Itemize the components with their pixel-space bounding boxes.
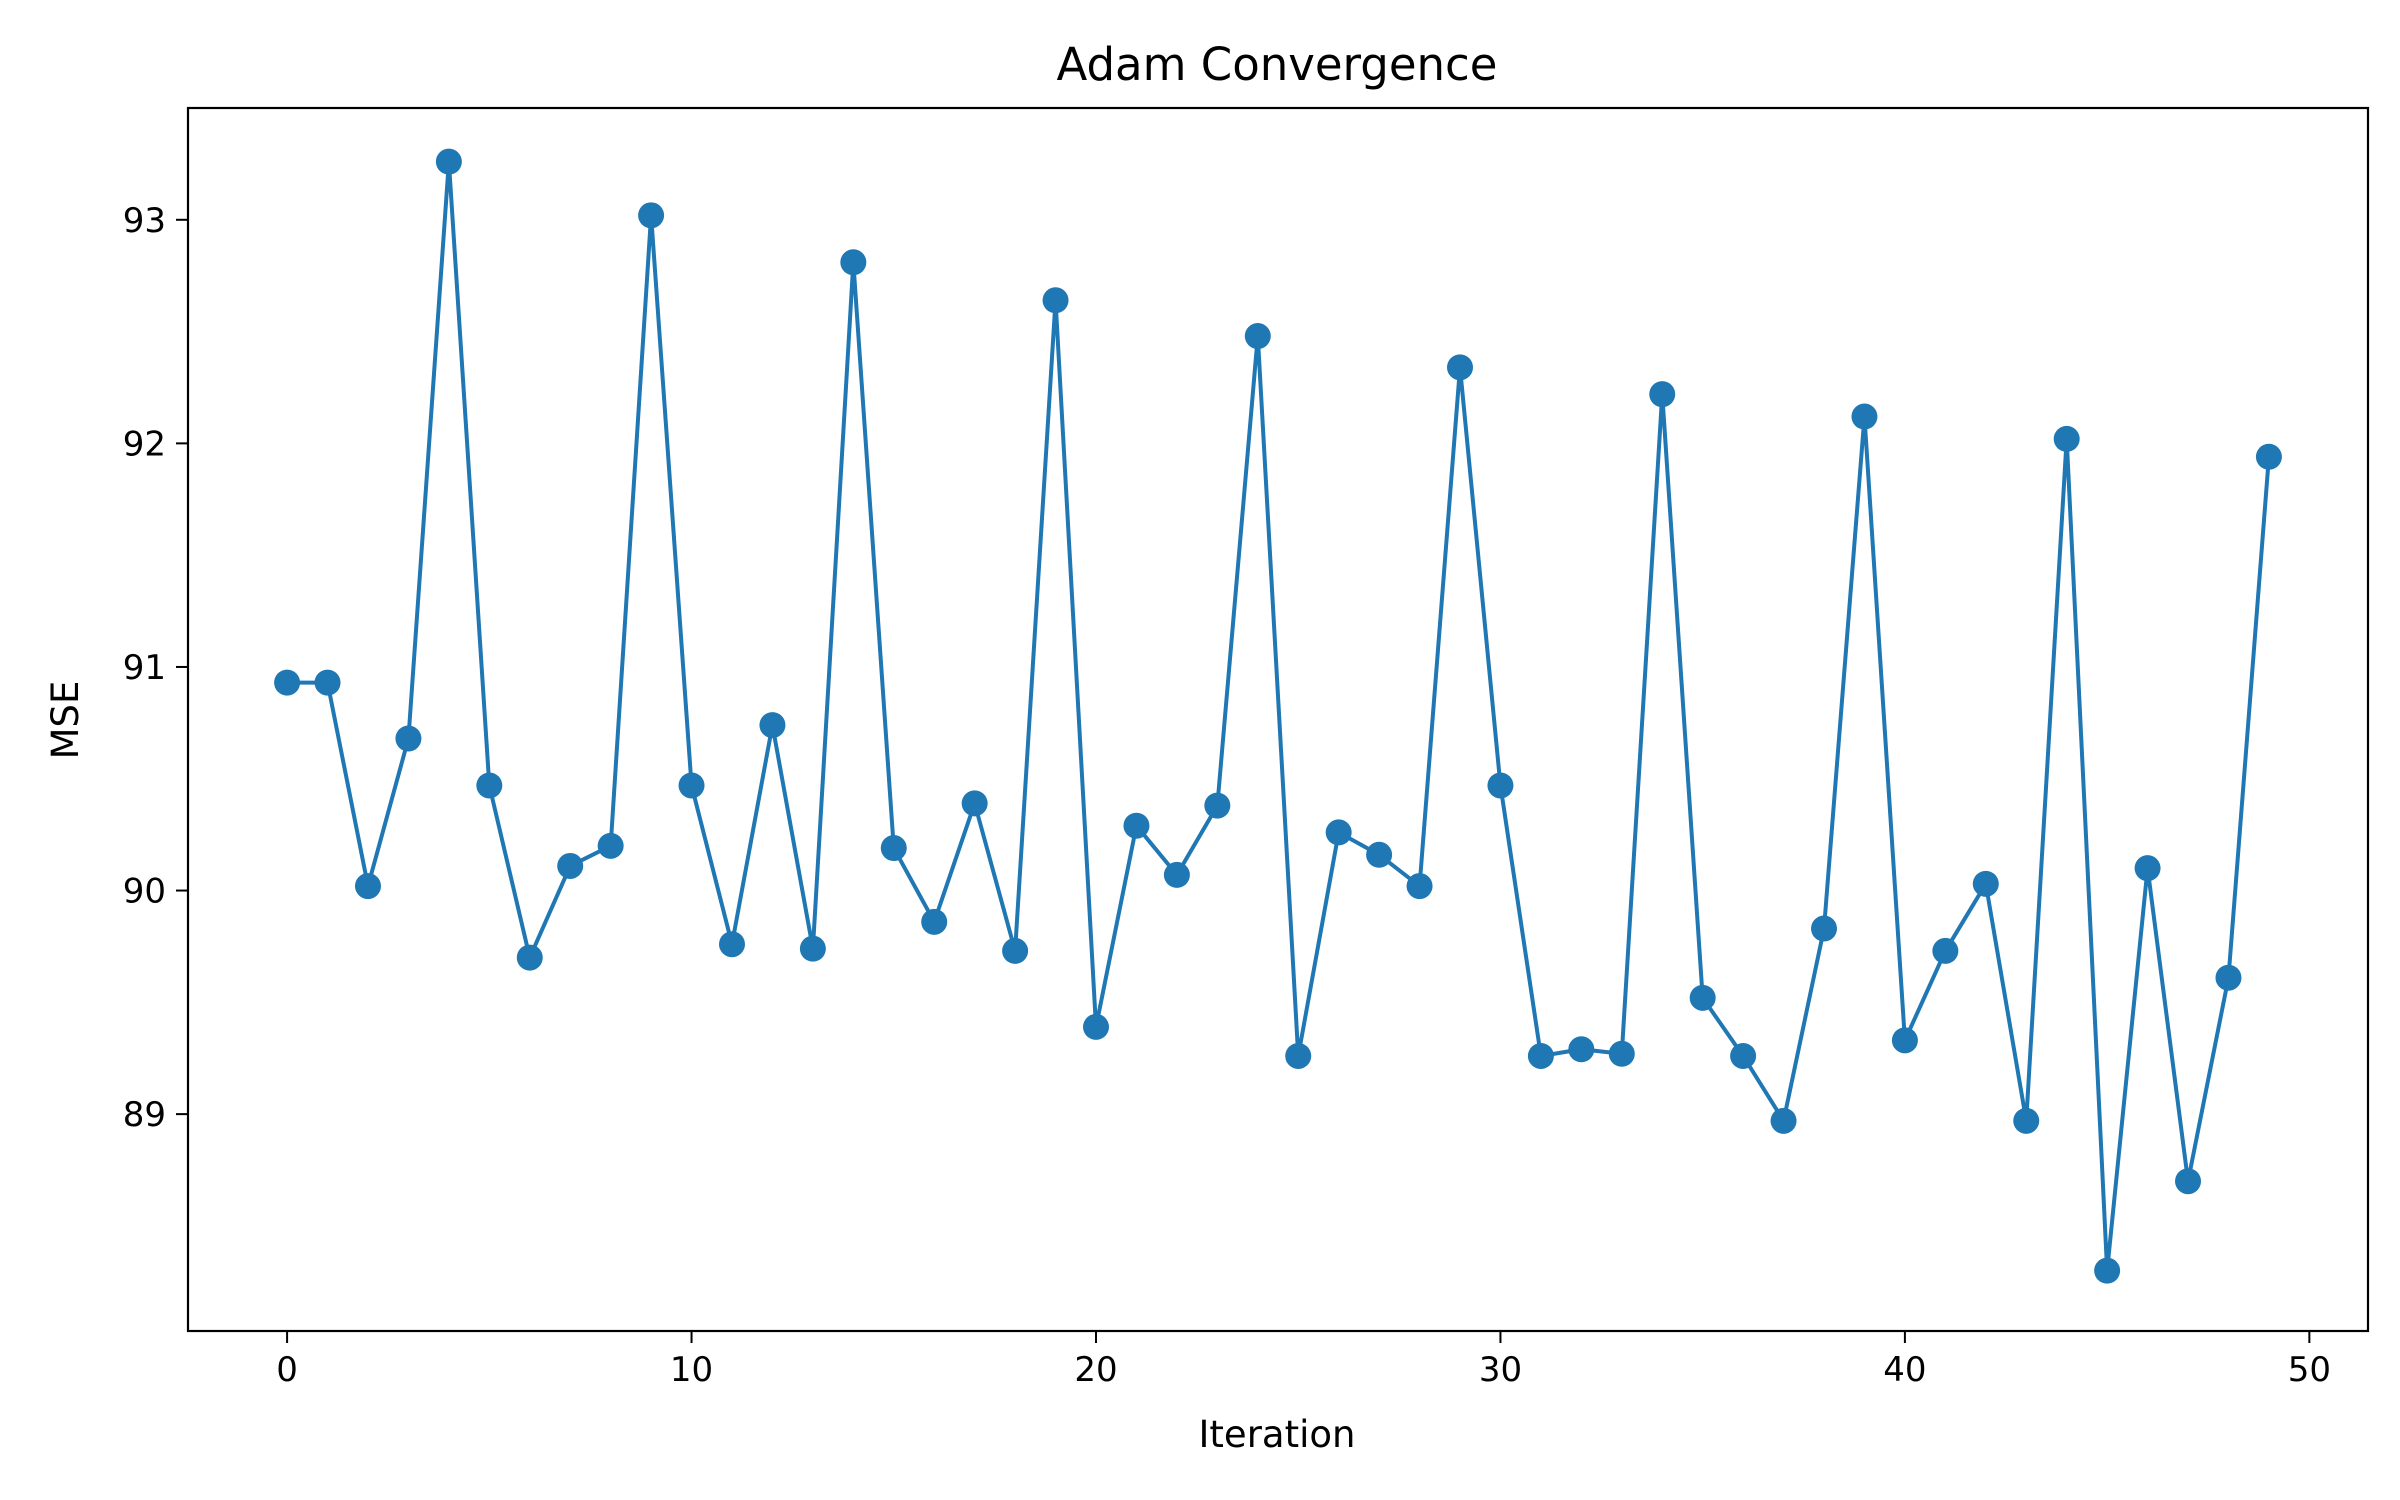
data-point-17 <box>961 790 988 817</box>
y-tick-label-2: 91 <box>123 648 166 688</box>
y-tick-label-0: 89 <box>123 1095 166 1135</box>
data-point-32 <box>1568 1036 1595 1063</box>
data-point-7 <box>557 852 584 879</box>
data-point-10 <box>678 772 705 799</box>
data-point-25 <box>1285 1042 1312 1069</box>
x-tick-label-0: 0 <box>276 1350 298 1390</box>
data-point-40 <box>1891 1027 1918 1054</box>
data-point-46 <box>2134 855 2161 882</box>
plot-frame <box>186 106 2370 1333</box>
data-point-22 <box>1163 861 1190 888</box>
x-tick-label-5: 50 <box>2288 1350 2331 1390</box>
data-point-45 <box>2094 1257 2121 1284</box>
data-point-9 <box>638 202 665 229</box>
data-point-14 <box>840 249 867 276</box>
data-point-38 <box>1811 915 1838 942</box>
data-point-15 <box>880 835 907 862</box>
y-tick-label-3: 92 <box>123 424 166 464</box>
data-point-26 <box>1325 819 1352 846</box>
data-point-29 <box>1447 354 1474 381</box>
data-point-13 <box>799 935 826 962</box>
y-axis: 89 90 91 92 93 <box>123 201 188 1135</box>
data-point-4 <box>435 148 462 175</box>
data-point-19 <box>1042 287 1069 314</box>
x-tick-label-1: 10 <box>670 1350 713 1390</box>
data-point-0 <box>274 669 301 696</box>
series-layer <box>274 148 2282 1284</box>
data-point-24 <box>1244 323 1271 350</box>
y-axis-label: MSE <box>44 681 87 760</box>
data-point-35 <box>1689 984 1716 1011</box>
data-point-42 <box>1972 870 1999 897</box>
x-tick-label-2: 20 <box>1074 1350 1117 1390</box>
data-point-1 <box>314 669 341 696</box>
x-axis: 0 10 20 30 40 50 <box>276 1331 2331 1390</box>
data-point-11 <box>718 931 745 958</box>
x-tick-label-3: 30 <box>1479 1350 1522 1390</box>
chart-title: Adam Convergence <box>1057 38 1498 91</box>
data-point-31 <box>1527 1042 1554 1069</box>
data-point-33 <box>1608 1040 1635 1067</box>
data-point-27 <box>1366 841 1393 868</box>
data-point-34 <box>1649 381 1676 408</box>
data-point-16 <box>921 908 948 935</box>
data-point-37 <box>1770 1107 1797 1134</box>
data-point-36 <box>1730 1042 1757 1069</box>
data-point-44 <box>2053 425 2080 452</box>
data-point-28 <box>1406 873 1433 900</box>
x-tick-label-4: 40 <box>1883 1350 1926 1390</box>
y-tick-label-1: 90 <box>123 872 166 912</box>
y-tick-label-4: 93 <box>123 201 166 241</box>
data-point-5 <box>476 772 503 799</box>
data-point-41 <box>1932 937 1959 964</box>
data-point-47 <box>2175 1168 2202 1195</box>
x-axis-label: Iteration <box>1199 1413 1356 1456</box>
data-point-2 <box>354 873 381 900</box>
data-point-20 <box>1082 1013 1109 1040</box>
data-point-48 <box>2215 964 2242 991</box>
data-point-3 <box>395 725 422 752</box>
data-point-8 <box>597 832 624 859</box>
data-point-39 <box>1851 403 1878 430</box>
data-point-30 <box>1487 772 1514 799</box>
data-point-43 <box>2013 1107 2040 1134</box>
data-point-12 <box>759 712 786 739</box>
data-point-49 <box>2255 443 2282 470</box>
data-point-21 <box>1123 812 1150 839</box>
data-point-18 <box>1002 937 1029 964</box>
series-line-0 <box>287 159 2271 1273</box>
data-point-23 <box>1204 792 1231 819</box>
data-point-6 <box>516 944 543 971</box>
